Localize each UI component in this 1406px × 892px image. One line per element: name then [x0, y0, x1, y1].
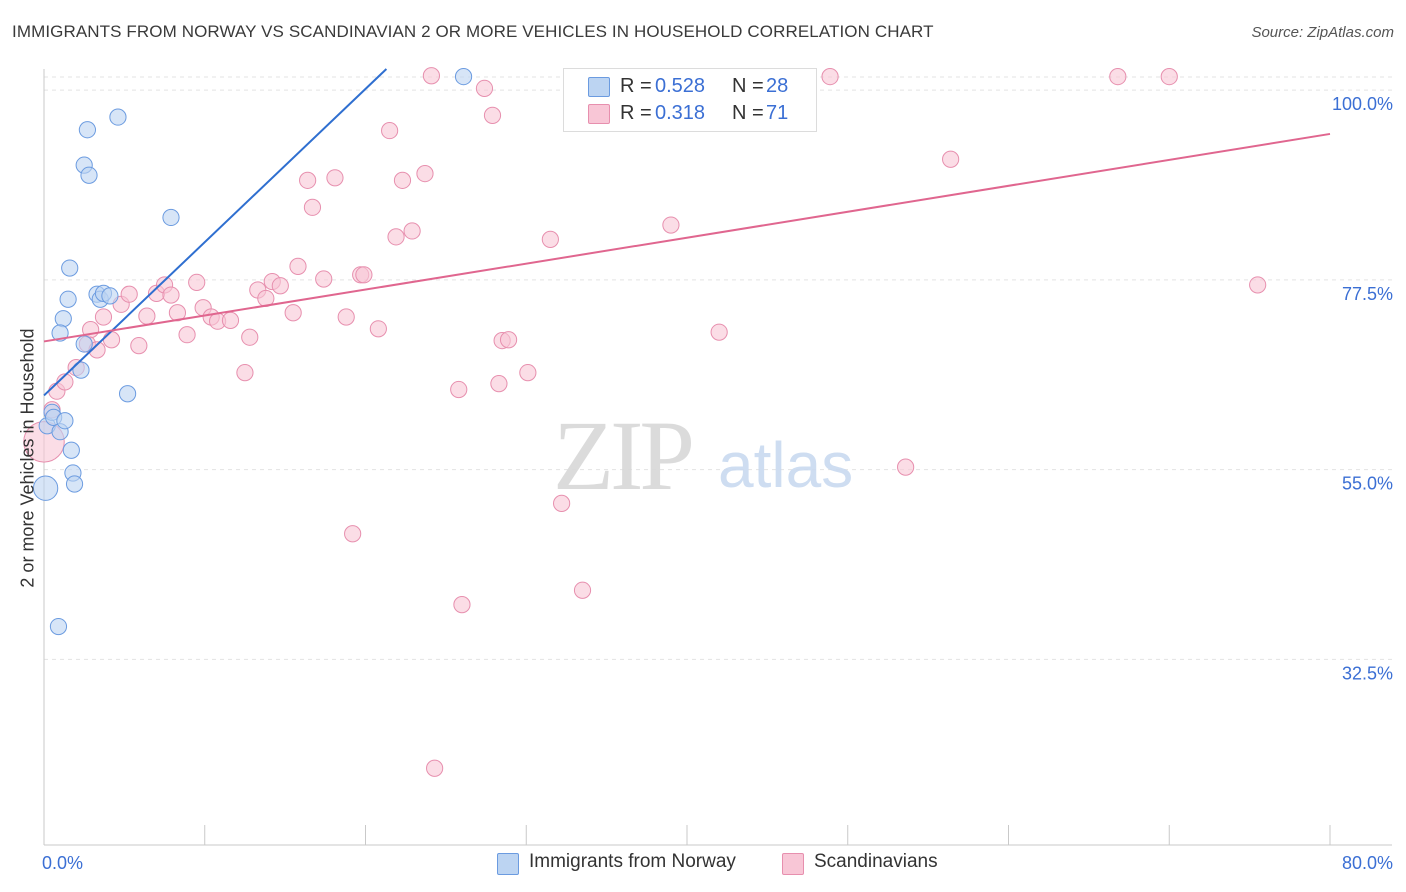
pink-data-point: [553, 494, 571, 512]
bottom-legend-label: Scandinavians: [814, 851, 938, 872]
pink-data-point: [662, 216, 680, 234]
legend-r-value: 0.318: [655, 102, 706, 124]
pink-data-point: [188, 273, 206, 291]
pink-data-point: [450, 380, 468, 399]
pink-data-point: [541, 230, 559, 248]
blue-data-point: [454, 67, 473, 86]
legend-r-label: R =: [620, 75, 652, 97]
blue-data-point: [59, 290, 77, 308]
data-points: [23, 67, 1267, 777]
pink-data-point: [303, 198, 322, 216]
pink-data-point: [387, 228, 405, 246]
chart-title: IMMIGRANTS FROM NORWAY VS SCANDINAVIAN 2…: [12, 22, 934, 41]
pink-data-point: [369, 320, 387, 338]
legend-swatch-blue: [588, 77, 610, 97]
legend-n-value: 28: [766, 75, 789, 97]
legend-swatch-blue: [497, 853, 519, 875]
blue-data-point: [49, 617, 68, 636]
pink-data-point: [289, 257, 307, 275]
correlation-legend: R = 0.528 N = 28 R = 0.318 N = 71: [563, 68, 817, 132]
pink-data-point: [897, 458, 915, 476]
pink-data-point: [519, 364, 537, 382]
watermark-atlas: atlas: [718, 429, 854, 501]
y-tick-label: 100.0%: [1332, 94, 1393, 114]
pink-data-point: [138, 307, 156, 325]
pink-data-point: [355, 266, 373, 284]
legend-swatch-pink: [588, 104, 610, 124]
pink-data-point: [94, 308, 113, 326]
blue-data-point: [56, 412, 74, 430]
pink-data-point: [821, 67, 839, 86]
legend-swatch-pink: [782, 853, 804, 875]
blue-data-point: [118, 385, 137, 403]
legend-n-label: N =: [732, 102, 764, 124]
blue-data-point: [72, 361, 90, 379]
source-credit: Source: ZipAtlas.com: [1251, 24, 1394, 41]
legend-r-value: 0.528: [655, 75, 706, 97]
pink-data-point: [1109, 67, 1127, 86]
pink-data-point: [120, 285, 138, 303]
blue-data-point: [61, 259, 79, 277]
pink-data-point: [344, 525, 362, 543]
pink-data-point: [942, 150, 960, 168]
x-tick-label: 80.0%: [1342, 853, 1393, 873]
blue-data-point: [32, 475, 59, 501]
x-tick-label: 0.0%: [42, 853, 83, 873]
blue-data-point: [162, 208, 180, 227]
pink-data-point: [393, 171, 412, 189]
blue-data-point: [75, 335, 93, 353]
tick-labels: 100.0% 77.5% 55.0% 32.5% 0.0% 80.0%: [42, 94, 1393, 873]
y-tick-label: 32.5%: [1342, 663, 1393, 683]
pink-data-point: [236, 364, 254, 382]
pink-data-point: [403, 222, 421, 240]
pink-data-point: [326, 169, 344, 187]
pink-data-point: [573, 581, 592, 599]
pink-data-point: [221, 311, 240, 329]
pink-data-point: [315, 270, 333, 288]
pink-data-point: [475, 79, 494, 98]
pink-data-point: [483, 106, 502, 124]
trend-lines: [43, 68, 1331, 397]
pink-data-point: [490, 375, 508, 393]
pink-data-point: [710, 323, 728, 341]
blue-data-point: [109, 108, 127, 126]
blue-data-point: [54, 310, 72, 328]
pink-data-point: [337, 308, 355, 326]
pink-data-point: [1249, 276, 1267, 294]
y-tick-label: 55.0%: [1342, 474, 1393, 494]
legend-n-value: 71: [766, 102, 789, 124]
legend-r-label: R =: [620, 102, 652, 124]
pink-data-point: [241, 328, 259, 346]
pink-data-point: [299, 171, 317, 189]
pink-data-point: [1160, 67, 1178, 86]
y-axis-label: 2 or more Vehicles in Household: [17, 328, 38, 588]
pink-trend-line: [43, 132, 1331, 343]
pink-data-point: [178, 326, 196, 344]
legend-n-label: N =: [732, 75, 764, 97]
pink-data-point: [284, 304, 302, 322]
y-tick-label: 77.5%: [1342, 284, 1393, 304]
pink-data-point: [416, 164, 434, 183]
pink-data-point: [426, 759, 444, 777]
pink-data-point: [499, 331, 518, 349]
pink-data-point: [102, 331, 121, 349]
blue-trend-line: [43, 68, 388, 397]
bottom-legend-label: Immigrants from Norway: [529, 851, 736, 872]
blue-data-point: [62, 441, 80, 459]
pink-data-point: [381, 121, 399, 140]
blue-data-point: [101, 287, 119, 305]
pink-data-point: [422, 67, 441, 85]
blue-data-point: [65, 475, 84, 493]
pink-data-point: [130, 337, 148, 355]
pink-data-point: [271, 277, 289, 295]
pink-data-point: [162, 286, 180, 304]
blue-data-point: [80, 166, 98, 184]
blue-data-point: [51, 324, 69, 342]
watermark-zip: ZIP: [553, 400, 695, 511]
blue-data-point: [78, 121, 97, 139]
pink-data-point: [453, 596, 471, 614]
